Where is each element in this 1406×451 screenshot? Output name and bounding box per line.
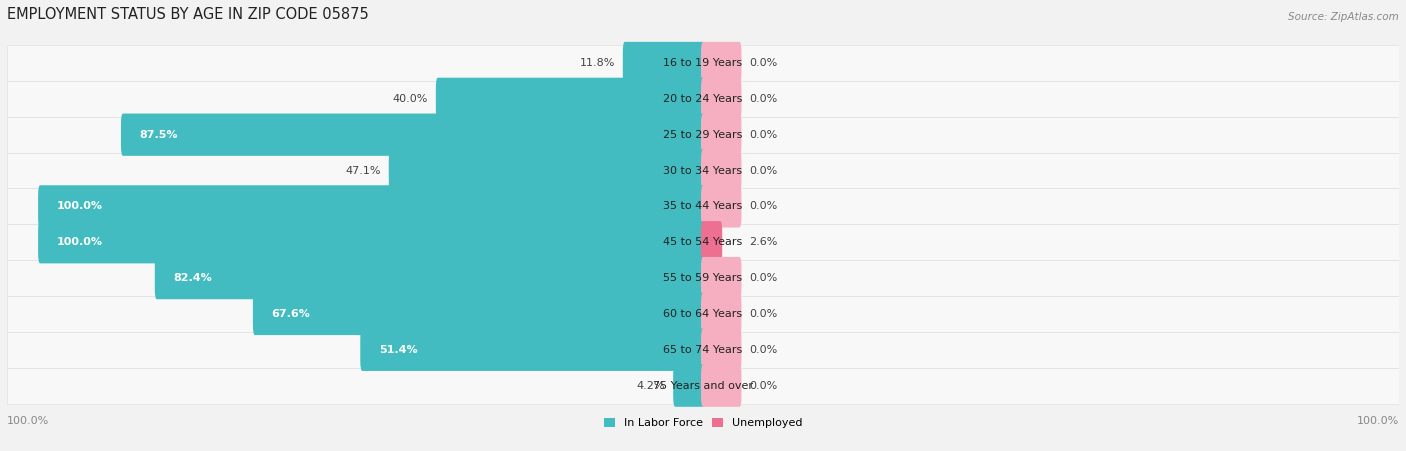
Text: 100.0%: 100.0% (7, 416, 49, 426)
FancyBboxPatch shape (389, 149, 704, 192)
Bar (7, 189, 1399, 224)
Text: 0.0%: 0.0% (749, 381, 778, 391)
Text: 0.0%: 0.0% (749, 166, 778, 175)
FancyBboxPatch shape (38, 221, 704, 263)
FancyBboxPatch shape (702, 293, 741, 335)
FancyBboxPatch shape (702, 185, 741, 228)
FancyBboxPatch shape (38, 185, 704, 228)
Text: 67.6%: 67.6% (271, 309, 311, 319)
FancyBboxPatch shape (702, 364, 741, 407)
Text: 55 to 59 Years: 55 to 59 Years (657, 273, 749, 283)
Text: 47.1%: 47.1% (346, 166, 381, 175)
FancyBboxPatch shape (702, 329, 741, 371)
Text: 0.0%: 0.0% (749, 202, 778, 212)
Text: 0.0%: 0.0% (749, 130, 778, 140)
Text: 65 to 74 Years: 65 to 74 Years (657, 345, 749, 355)
Text: 4.2%: 4.2% (637, 381, 665, 391)
Text: 16 to 19 Years: 16 to 19 Years (657, 58, 749, 68)
Text: 100.0%: 100.0% (56, 202, 103, 212)
Legend: In Labor Force, Unemployed: In Labor Force, Unemployed (603, 418, 803, 428)
Text: 40.0%: 40.0% (392, 94, 427, 104)
Bar (7, 260, 1399, 296)
FancyBboxPatch shape (121, 114, 704, 156)
FancyBboxPatch shape (155, 257, 704, 299)
FancyBboxPatch shape (360, 329, 704, 371)
Bar (7, 152, 1399, 189)
FancyBboxPatch shape (436, 78, 704, 120)
FancyBboxPatch shape (623, 42, 704, 84)
Text: EMPLOYMENT STATUS BY AGE IN ZIP CODE 05875: EMPLOYMENT STATUS BY AGE IN ZIP CODE 058… (7, 7, 368, 22)
Text: 30 to 34 Years: 30 to 34 Years (657, 166, 749, 175)
Text: 87.5%: 87.5% (139, 130, 179, 140)
FancyBboxPatch shape (702, 257, 741, 299)
Text: 11.8%: 11.8% (579, 58, 614, 68)
Text: 45 to 54 Years: 45 to 54 Years (657, 237, 749, 247)
Text: 75 Years and over: 75 Years and over (645, 381, 761, 391)
Text: 60 to 64 Years: 60 to 64 Years (657, 309, 749, 319)
Bar (7, 332, 1399, 368)
Bar (7, 224, 1399, 260)
Text: 2.6%: 2.6% (749, 237, 778, 247)
Text: 100.0%: 100.0% (1357, 416, 1399, 426)
Text: 20 to 24 Years: 20 to 24 Years (657, 94, 749, 104)
FancyBboxPatch shape (673, 364, 704, 407)
Text: 0.0%: 0.0% (749, 309, 778, 319)
Bar (7, 368, 1399, 404)
Text: 0.0%: 0.0% (749, 94, 778, 104)
FancyBboxPatch shape (702, 78, 741, 120)
Bar (7, 296, 1399, 332)
FancyBboxPatch shape (702, 114, 741, 156)
Bar (7, 81, 1399, 117)
FancyBboxPatch shape (702, 42, 741, 84)
Text: 0.0%: 0.0% (749, 273, 778, 283)
Text: 35 to 44 Years: 35 to 44 Years (657, 202, 749, 212)
Text: 0.0%: 0.0% (749, 58, 778, 68)
FancyBboxPatch shape (253, 293, 704, 335)
Bar (7, 45, 1399, 81)
Text: Source: ZipAtlas.com: Source: ZipAtlas.com (1288, 12, 1399, 22)
Text: 0.0%: 0.0% (749, 345, 778, 355)
Text: 100.0%: 100.0% (56, 237, 103, 247)
Text: 51.4%: 51.4% (378, 345, 418, 355)
Bar (7, 117, 1399, 152)
Text: 82.4%: 82.4% (173, 273, 212, 283)
Text: 25 to 29 Years: 25 to 29 Years (657, 130, 749, 140)
FancyBboxPatch shape (702, 149, 741, 192)
FancyBboxPatch shape (702, 221, 723, 263)
